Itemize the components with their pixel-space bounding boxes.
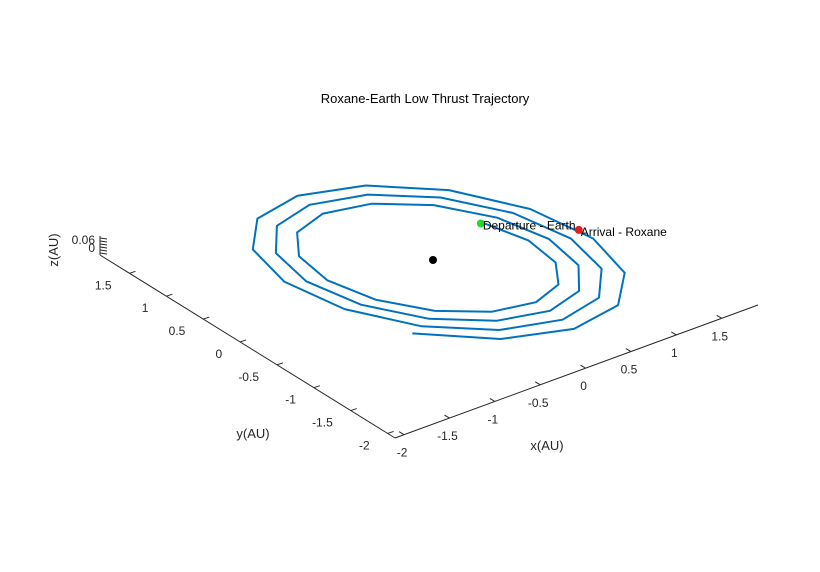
x-axis-label: x(AU) — [530, 438, 563, 453]
y-tick-mark — [276, 362, 284, 366]
x-tick-label: 1.5 — [711, 329, 728, 343]
x-tick-mark — [716, 314, 722, 319]
y-tick-mark — [350, 408, 357, 412]
x-tick-mark — [580, 364, 586, 369]
marker-point — [574, 225, 583, 234]
x-tick-label: 1 — [671, 346, 678, 360]
z-tick-mark — [99, 249, 108, 252]
markers: Departure - Earth Arrival - Roxane — [429, 219, 667, 264]
z-tick-mark — [99, 252, 108, 255]
y-tick-mark — [203, 316, 210, 320]
z-tick-mark — [99, 240, 108, 243]
z-tick-mark — [99, 237, 108, 240]
y-tick-label: -2 — [359, 438, 370, 452]
y-tick-label: 0.5 — [169, 324, 186, 338]
z-tick-mark — [99, 243, 108, 246]
x-tick-label: -1 — [487, 412, 498, 426]
y-axis-line — [99, 254, 396, 439]
y-axis-label: y(AU) — [236, 426, 269, 441]
x-tick-mark — [625, 348, 632, 352]
y-tick-label: 1 — [142, 301, 149, 315]
y-tick-mark — [387, 430, 394, 434]
x-tick-mark — [534, 381, 541, 386]
marker-label: Arrival - Roxane — [581, 225, 667, 239]
trajectory-line — [251, 184, 626, 340]
x-tick-label: -1.5 — [437, 429, 458, 443]
chart-title: Roxane-Earth Low Thrust Trajectory — [321, 91, 530, 106]
z-ticks: 00.06 — [72, 233, 108, 255]
x-tick-mark — [489, 397, 496, 402]
y-ticks: -2 -1.5 -1 -0.5 0 0.5 1 1.5 — [95, 270, 394, 452]
y-tick-label: -0.5 — [238, 370, 259, 384]
x-tick-mark — [671, 331, 677, 336]
x-tick-label: 0 — [580, 379, 587, 393]
x-tick-label: -2 — [397, 446, 408, 460]
z-axis-label: z(AU) — [46, 233, 61, 266]
z-tick-label: 0 — [88, 241, 95, 255]
marker-label: Departure - Earth — [483, 219, 576, 233]
x-tick-mark — [398, 431, 405, 436]
y-tick-mark — [239, 339, 247, 343]
sun-marker — [429, 256, 437, 264]
z-tick-label: 0.06 — [72, 233, 96, 247]
x-tick-label: -0.5 — [528, 396, 549, 410]
y-tick-label: 0 — [215, 347, 222, 361]
y-tick-label: 1.5 — [95, 278, 112, 292]
y-tick-mark — [166, 293, 173, 297]
x-ticks: -2 -1.5 -1 -0.5 0 0.5 1 1.5 — [397, 314, 728, 460]
x-axis-line — [394, 304, 759, 439]
x-tick-label: 0.5 — [621, 363, 638, 377]
y-tick-mark — [313, 385, 321, 389]
marker-point — [476, 219, 485, 228]
x-tick-mark — [444, 414, 450, 419]
z-tick-mark — [99, 246, 108, 249]
y-tick-label: -1 — [285, 393, 296, 407]
y-tick-mark — [129, 270, 136, 274]
y-tick-label: -1.5 — [312, 416, 333, 430]
